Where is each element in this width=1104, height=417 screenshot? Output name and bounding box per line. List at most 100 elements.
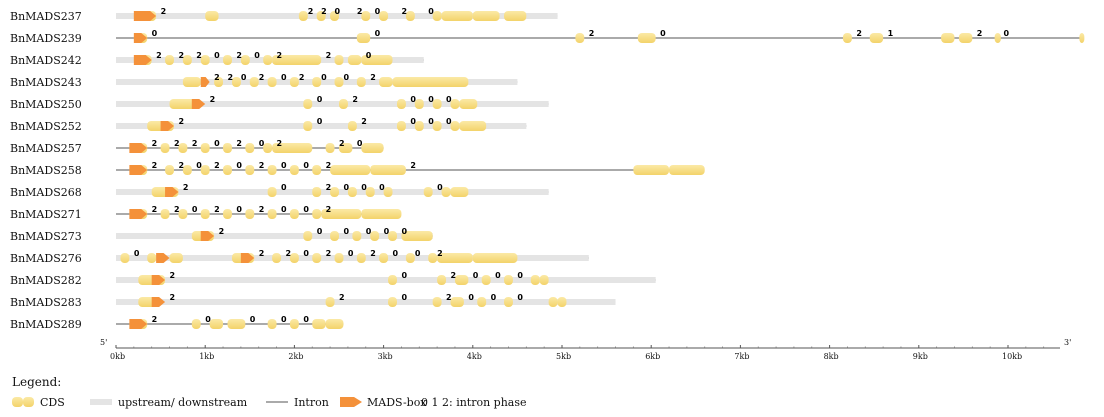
cds-exon [356,33,371,43]
axis-tick-label: 8kb [824,352,839,361]
intron-phase-label: 2 [214,161,220,170]
cds-exon [352,231,362,241]
cds-exon [312,165,322,175]
legend-utr-item: upstream/ downstream [90,396,248,409]
intron-phase-label: 2 [352,95,358,104]
intron-phase-label: 0 [410,95,416,104]
cds-exon [361,55,393,65]
cds-exon [312,319,326,329]
cds-exon [441,11,473,21]
intron-phase-label: 2 [339,139,345,148]
intron-phase-label: 0 [446,117,452,126]
axis-tick-label: 2kb [288,352,303,361]
intron-phase-label: 2 [326,161,332,170]
intron-phase-label: 0 [401,271,407,280]
intron-phase-label: 2 [321,7,327,16]
cds-exon [289,77,299,87]
cds-exon [379,11,389,21]
intron-phase-label: 0 [393,249,399,258]
intron-phase-label: 2 [401,7,407,16]
cds-exon [223,165,232,175]
intron-phase-label: 2 [152,139,158,148]
cds-exon [289,209,299,219]
intron-phase-label: 0 [343,227,349,236]
gene-label: BnMADS239 [10,32,82,45]
gene-row: BnMADS268 2 0 2 0 0 0 0 [10,183,549,199]
cds-exon [214,77,224,87]
intron-phase-label: 2 [219,227,225,236]
intron-phase-label: 2 [410,161,416,170]
cds-exon [405,253,415,263]
intron-phase-label: 0 [375,7,381,16]
cds-exon [267,165,277,175]
intron-phase-label: 2 [308,7,314,16]
cds-exon [245,143,255,153]
intron-phase-label: 2 [192,139,198,148]
cds-exon [160,209,170,219]
cds-exon [428,253,438,263]
intron-phase-label: 0 [446,95,452,104]
intron-phase-label: 0 [236,161,242,170]
gene-label: BnMADS273 [10,230,82,243]
cds-exon [165,55,174,65]
cds-exon [200,55,210,65]
intron-phase-label: 0 [152,29,158,38]
cds-exon [539,275,549,285]
intron-phase-label: 2 [183,183,189,192]
cds-exon [147,253,157,263]
cds-exon [303,231,313,241]
cds-exon [347,121,357,131]
cds-exon [267,77,277,87]
intron-phase-label: 0 [214,51,220,60]
intron-phase-label: 0 [348,249,354,258]
axis-tick-label: 1kb [199,352,214,361]
cds-exon [209,319,224,329]
cds-exon [227,319,246,329]
gene-label: BnMADS282 [10,274,82,287]
cds-exon [504,11,527,21]
gene-label: BnMADS252 [10,120,82,133]
cds-exon [370,231,380,241]
cds-exon [396,99,406,109]
intron-phase-label: 0 [192,205,198,214]
cds-exon [330,187,339,197]
cds-exon [223,143,232,153]
intron-phase-label: 2 [228,73,234,82]
intron-phase-label: 0 [361,183,367,192]
intron-phase-label: 0 [303,161,309,170]
intron-phase-label: 2 [277,51,283,60]
cds-exon [263,55,273,65]
intron-phase-label: 2 [170,271,176,280]
cds-exon [325,143,335,153]
cds-exon [441,187,451,197]
gene-row: BnMADS273 2 0 0 0 0 0 [10,227,433,243]
intron-phase-label: 2 [357,7,363,16]
cds-exon [178,143,188,153]
mads-box [156,253,170,263]
intron-phase-label: 2 [326,249,332,258]
intron-phase-label: 0 [473,271,479,280]
intron-phase-label: 2 [178,161,184,170]
cds-exon [356,253,366,263]
intron-phase-label: 2 [451,271,457,280]
intron-phase-label: 2 [156,51,162,60]
intron-phase-label: 0 [415,249,421,258]
mads-box [151,297,166,307]
intron-phase-label: 0 [495,271,501,280]
legend-intron-item: Intron [266,396,329,409]
gene-label: BnMADS257 [10,142,82,155]
intron-phase-label: 2 [214,73,220,82]
cds-exon [450,121,460,131]
intron-phase-label: 0 [303,315,309,324]
gene-label: BnMADS258 [10,164,82,177]
mads-box [133,33,148,43]
intron-phase-label: 2 [174,205,180,214]
cds-exon [178,209,188,219]
intron-phase-label: 2 [370,249,376,258]
intron-phase-label: 0 [401,293,407,302]
intron-phase-label: 2 [326,205,332,214]
cds-exon [370,165,406,175]
mads-box [133,55,152,65]
intron-phase-label: 2 [236,139,242,148]
